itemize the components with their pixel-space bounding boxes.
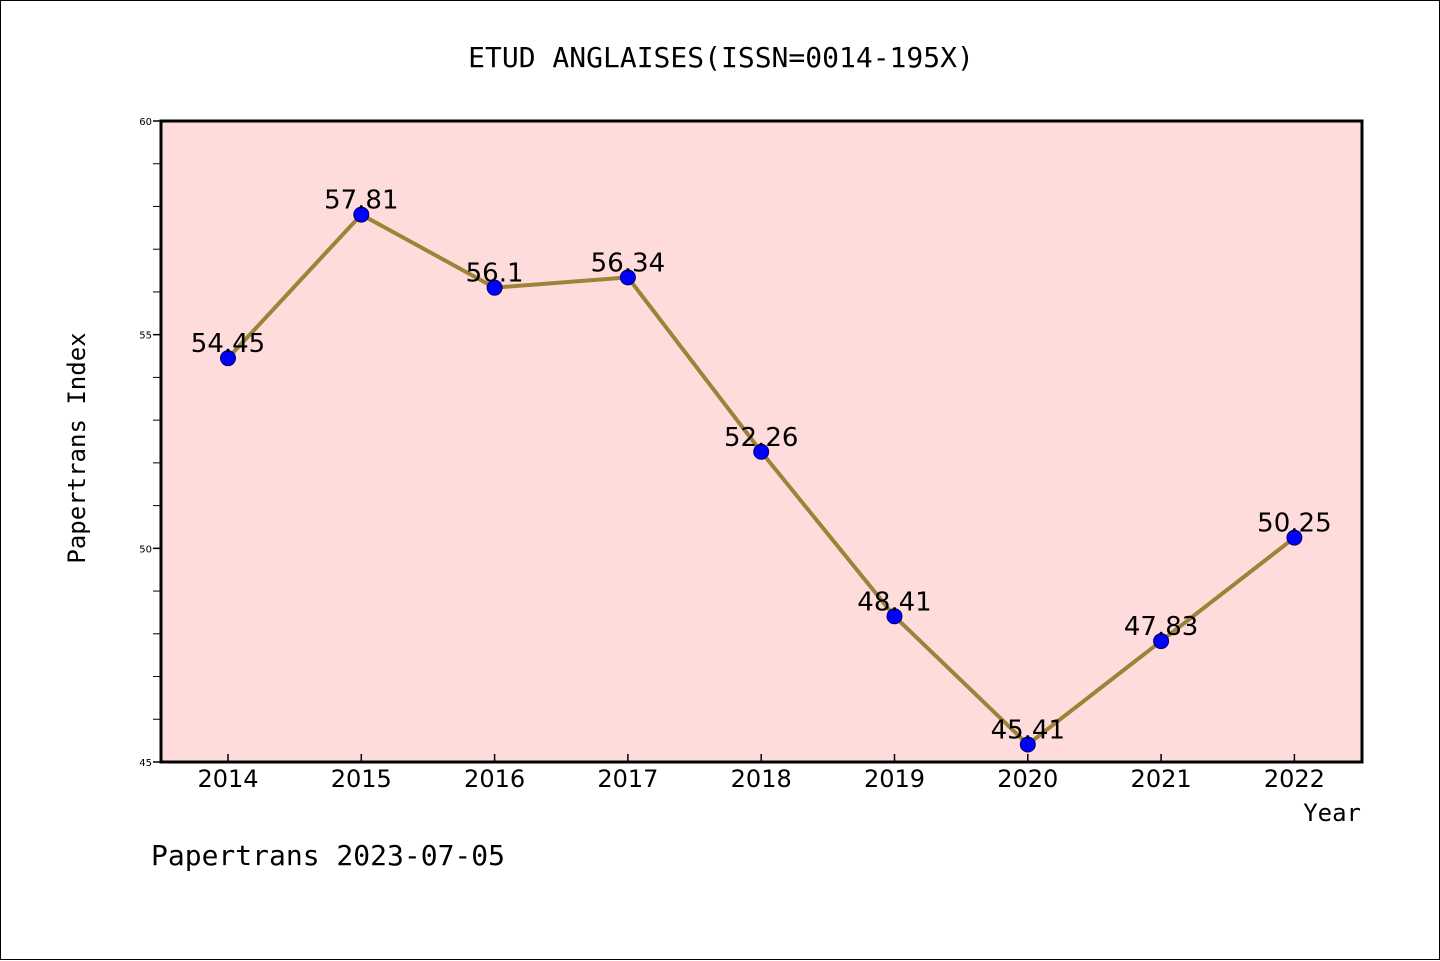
x-axis-ticks: 2014 2015 2016 2017 2018 2019 2020 2021 2022: [197, 754, 1325, 793]
x-tick-label: 2022: [1264, 765, 1325, 793]
data-label: 52.26: [724, 423, 798, 453]
data-point: [753, 443, 770, 460]
data-point: [619, 269, 636, 286]
y-tick-label: 45: [139, 758, 152, 769]
data-point: [1153, 633, 1170, 650]
data-label: 47.83: [1124, 612, 1198, 642]
data-point: [1019, 736, 1036, 753]
y-axis-ticks: 45 50 55 60: [139, 117, 161, 769]
data-point: [353, 206, 370, 223]
data-label: 54.45: [191, 329, 265, 359]
y-tick-label: 50: [139, 544, 152, 555]
data-label: 57.81: [324, 186, 398, 216]
x-tick-label: 2014: [197, 765, 258, 793]
data-markers: [220, 206, 1303, 753]
y-tick-label: 55: [139, 331, 152, 342]
plot-area: [159, 119, 1364, 764]
x-axis-label: Year: [1303, 799, 1361, 827]
x-tick-label: 2019: [864, 765, 925, 793]
data-point: [1286, 529, 1303, 546]
footer-text: Papertrans 2023-07-05: [151, 839, 505, 872]
data-label: 50.25: [1257, 509, 1331, 539]
x-tick-label: 2016: [464, 765, 525, 793]
data-point: [220, 350, 236, 367]
x-tick-label: 2015: [331, 765, 392, 793]
y-tick-label: 60: [139, 117, 152, 128]
data-point: [486, 279, 503, 296]
data-label: 56.34: [591, 248, 665, 278]
x-tick-label: 2021: [1131, 765, 1192, 793]
data-point: [886, 608, 903, 625]
x-tick-label: 2018: [731, 765, 792, 793]
data-label: 56.1: [466, 259, 524, 289]
data-label: 48.41: [857, 587, 931, 617]
x-tick-label: 2020: [997, 765, 1058, 793]
data-label: 45.41: [991, 715, 1065, 745]
data-labels: 54.45 57.81 56.1 56.34 52.26 48.41 45.41 47.83 5…: [191, 186, 1332, 746]
x-tick-label: 2017: [597, 765, 658, 793]
y-axis-label: Papertrans Index: [63, 332, 91, 563]
chart-title: ETUD ANGLAISES(ISSN=0014-195X): [468, 41, 974, 74]
